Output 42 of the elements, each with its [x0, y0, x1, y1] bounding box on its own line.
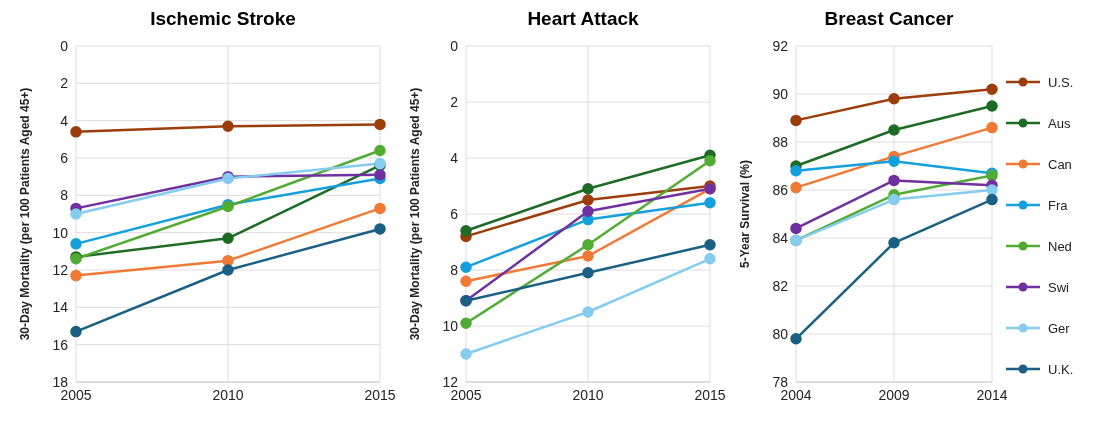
y-axis-title: 5-Year Survival (%) — [738, 159, 753, 269]
y-tick-label: 0 — [450, 37, 459, 54]
legend-label: Ger — [1048, 320, 1070, 336]
y-tick-label: 86 — [772, 181, 789, 198]
y-tick-label: 6 — [60, 149, 69, 166]
y-tick-label: 10 — [442, 317, 459, 334]
y-tick-label: 8 — [60, 187, 69, 204]
legend-label: Can — [1048, 156, 1072, 172]
legend-label: Fra — [1048, 197, 1068, 213]
y-tick-label: 12 — [52, 261, 69, 278]
x-tick-label: 2014 — [976, 386, 1008, 403]
x-tick-label: 2010 — [572, 386, 604, 403]
x-tick-label: 2010 — [212, 386, 244, 403]
legend-label: Ned — [1048, 238, 1072, 254]
y-tick-label: 4 — [60, 112, 69, 129]
y-tick-label: 88 — [772, 133, 789, 150]
legend-label: U.K. — [1048, 361, 1074, 377]
legend-label: U.S. — [1048, 74, 1074, 90]
y-tick-label: 8 — [450, 261, 459, 278]
x-tick-label: 2015 — [694, 386, 726, 403]
y-axis-title: 30-Day Mortality (per 100 Patients Aged 45+) — [18, 87, 33, 341]
legend-label: Swi — [1048, 279, 1069, 295]
y-tick-label: 84 — [772, 229, 789, 246]
chart-title: Ischemic Stroke — [149, 8, 297, 31]
y-tick-label: 2 — [60, 75, 69, 92]
legend-label: Aus — [1048, 115, 1071, 131]
y-tick-label: 16 — [52, 336, 69, 353]
x-tick-label: 2009 — [878, 386, 910, 403]
y-tick-label: 6 — [450, 205, 459, 222]
y-axis-title: 30-Day Mortality (per 100 Patients Aged 45+) — [408, 87, 423, 341]
chart-title: Heart Attack — [526, 8, 640, 31]
x-tick-label: 2015 — [364, 386, 396, 403]
y-tick-label: 10 — [52, 224, 69, 241]
y-tick-label: 14 — [52, 299, 69, 316]
y-tick-label: 82 — [772, 277, 789, 294]
y-tick-label: 80 — [772, 325, 789, 342]
y-tick-label: 92 — [772, 37, 789, 54]
chart-title: Breast Cancer — [823, 8, 955, 31]
y-tick-label: 2 — [450, 93, 459, 110]
y-tick-label: 0 — [60, 37, 69, 54]
y-tick-label: 4 — [450, 149, 459, 166]
y-tick-label: 90 — [772, 85, 789, 102]
